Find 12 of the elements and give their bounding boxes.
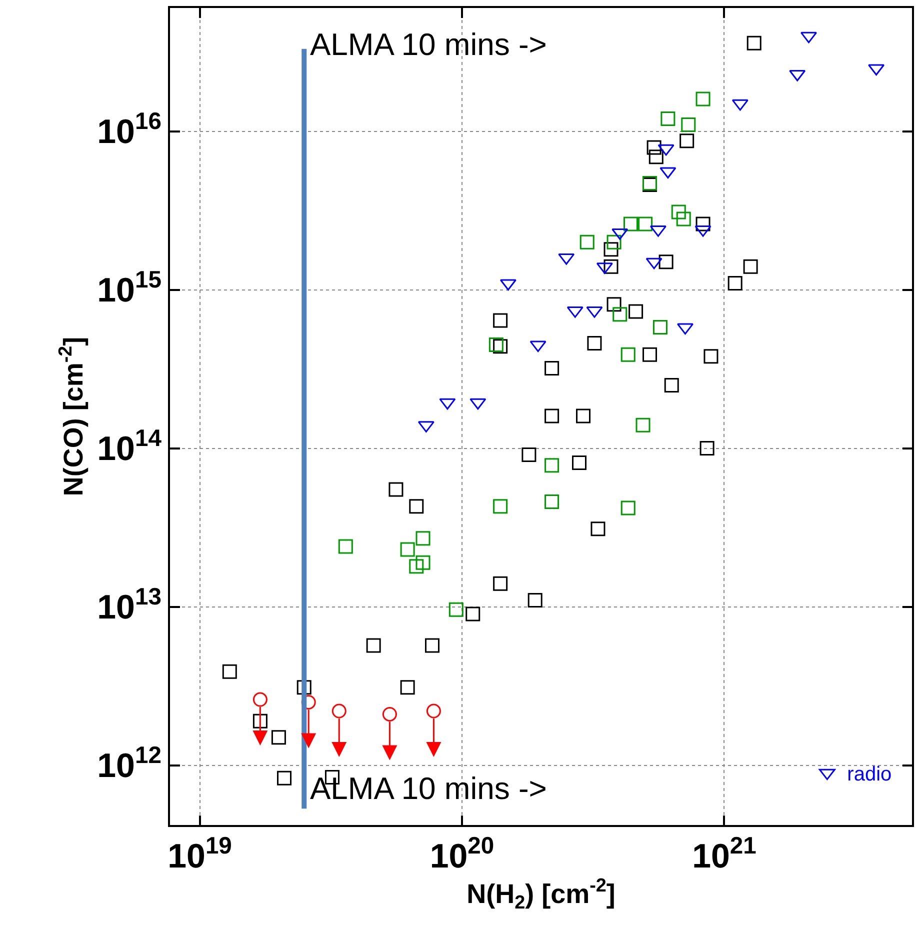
annotation: ALMA 10 mins -> [310, 771, 547, 806]
x-tick-label: 10$^{19}$ [168, 832, 232, 876]
x-tick-label: 10$^{21}$ [692, 832, 756, 876]
x-axis-title: N(H$_{2}$) [cm$^{-2}$] [466, 876, 616, 914]
y-tick-label: 10$^{16}$ [97, 108, 162, 152]
y-tick-label: 10$^{14}$ [97, 424, 162, 468]
annotation: ALMA 10 mins -> [310, 27, 547, 62]
legend-label: radio [847, 764, 892, 786]
y-tick-label: 10$^{13}$ [97, 583, 162, 627]
x-tick-label: 10$^{20}$ [430, 832, 494, 876]
y-tick-label: 10$^{15}$ [97, 266, 162, 310]
y-tick-label: 10$^{12}$ [97, 742, 162, 786]
